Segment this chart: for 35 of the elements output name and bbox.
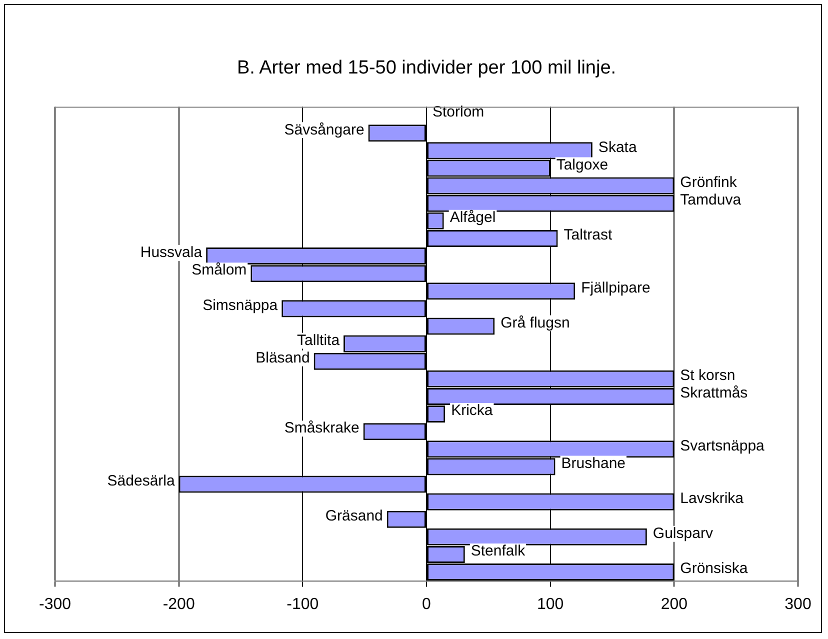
y-tick-label: Alfågel: [450, 209, 496, 226]
y-tick-label: Talgoxe: [556, 156, 608, 174]
y-tick-label: Lavskrika: [680, 490, 744, 507]
x-tick-label: 200: [660, 596, 688, 613]
y-tick-label: Taltrast: [564, 226, 613, 244]
y-tick-label: Talltita: [297, 332, 340, 349]
y-tick-label: Gräsand: [325, 507, 383, 524]
y-tick-label: Skrattmås: [680, 384, 748, 402]
y-tick-label: Storlom: [432, 104, 484, 121]
y-tick-label: Stenfalk: [470, 542, 526, 560]
y-tick-label: Skata: [598, 138, 638, 156]
y-tick-label: Grönsiska: [680, 560, 748, 578]
y-tick-label: Bläsand: [256, 349, 310, 366]
x-tick-label: -200: [162, 596, 195, 613]
chart-title: B. Arter med 15-50 individer per 100 mil linje.: [236, 58, 616, 79]
y-tick-label: Hussvala: [140, 244, 203, 262]
y-tick-label: Gulsparv: [652, 525, 714, 542]
y-tick-label: Smålom: [192, 262, 247, 279]
y-tick-label: Svartsnäppa: [680, 437, 766, 454]
y-tick-label: Sävsångare: [284, 121, 364, 138]
y-tick-label: Grå flugsn: [500, 314, 570, 332]
x-tick-label: 300: [784, 596, 812, 613]
y-tick-label: Småskrake: [284, 420, 360, 437]
y-tick-label: St korsn: [680, 367, 736, 384]
y-tick-label: Sädesärla: [107, 472, 176, 490]
y-tick-label: Tamduva: [680, 191, 742, 208]
y-tick-label: Kricka: [451, 402, 494, 420]
x-tick-label: 0: [422, 596, 432, 613]
y-tick-label: Fjällpipare: [581, 279, 650, 296]
x-tick-label: -100: [286, 596, 319, 613]
x-tick-label: 100: [536, 596, 564, 613]
y-tick-label: Grönfink: [680, 174, 738, 191]
y-tick-label: Simsnäppa: [202, 296, 278, 314]
y-tick-label: Brushane: [561, 454, 626, 472]
x-tick-label: -300: [38, 596, 72, 613]
